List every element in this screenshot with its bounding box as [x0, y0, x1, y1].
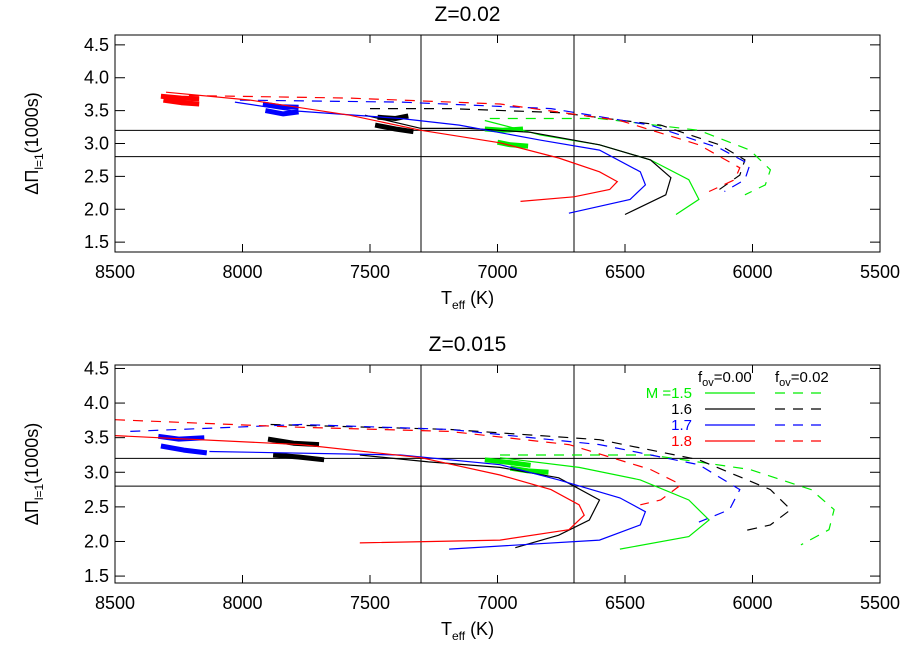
x-tick-label: 7000	[477, 262, 517, 282]
x-tick-label: 8500	[95, 593, 135, 613]
plot-frame	[114, 364, 881, 584]
x-label-main: T	[441, 288, 452, 308]
plot-frame	[114, 34, 881, 253]
legend-header-sub: ov	[702, 377, 714, 389]
y-tick-label: 2.0	[84, 531, 109, 551]
y-tick-label: 3.0	[84, 462, 109, 482]
chart-title: Z=0.02	[435, 3, 501, 26]
x-label-unit: (K)	[465, 288, 494, 308]
y-tick-label: 2.0	[84, 199, 109, 219]
legend-header-f: f	[775, 369, 780, 386]
legend-label: 1.8	[671, 433, 692, 450]
x-tick-label: 7500	[350, 262, 390, 282]
y-tick-label: 4.5	[84, 358, 109, 378]
thick-segment	[160, 93, 200, 102]
thick-segment	[374, 122, 414, 135]
y-tick-label: 4.5	[84, 35, 109, 55]
legend-label: M =1.5	[646, 385, 692, 402]
track-dashed	[500, 454, 835, 546]
legend-header: fov=0.02	[775, 369, 829, 389]
thick-segment	[272, 452, 325, 463]
y-tick-label: 3.0	[84, 134, 109, 154]
track-dashed	[115, 419, 683, 506]
y-axis-label: ΔΠl=1(1000s)	[22, 423, 46, 525]
x-tick-label: 8000	[222, 262, 262, 282]
y-label-sub: l=1	[32, 484, 46, 501]
x-tick-label: 6000	[732, 593, 772, 613]
thick-segment	[160, 443, 208, 456]
x-axis-label: Teff (K)	[441, 619, 494, 643]
y-tick-label: 4.0	[84, 68, 109, 88]
y-label-unit: (1000s)	[22, 423, 42, 484]
thick-segment	[264, 108, 299, 117]
x-label-sub: eff	[452, 629, 466, 643]
y-tick-label: 2.5	[84, 497, 109, 517]
track-dashed	[270, 423, 792, 533]
x-tick-label: 8500	[95, 262, 135, 282]
x-tick-label: 6500	[605, 262, 645, 282]
track-solid	[484, 119, 700, 216]
x-label-sub: eff	[452, 298, 466, 312]
y-label-main: ΔΠ	[22, 170, 42, 195]
y-label-main: ΔΠ	[22, 500, 42, 525]
x-axis-label: Teff (K)	[441, 288, 494, 312]
legend-header-f: f	[698, 369, 703, 386]
legend-header-sub: ov	[779, 377, 791, 389]
x-tick-label: 5500	[860, 262, 900, 282]
legend-header-rest: =0.02	[791, 369, 829, 386]
y-tick-label: 1.5	[84, 566, 109, 586]
y-tick-label: 3.5	[84, 101, 109, 121]
y-axis-label: ΔΠl=1(1000s)	[22, 92, 46, 194]
x-tick-label: 7500	[350, 593, 390, 613]
plot-area	[115, 419, 835, 550]
track-solid	[115, 435, 585, 544]
x-tick-label: 8000	[222, 593, 262, 613]
track-solid	[209, 450, 647, 550]
track-solid	[165, 91, 619, 202]
legend-header: fov=0.00	[698, 369, 752, 389]
track-dashed	[489, 117, 772, 196]
track-dashed	[188, 94, 741, 193]
plot-area	[160, 91, 772, 216]
y-tick-label: 4.0	[84, 393, 109, 413]
y-label-unit: (1000s)	[22, 92, 42, 153]
x-tick-label: 7000	[477, 593, 517, 613]
x-tick-label: 6500	[605, 593, 645, 613]
thick-segment	[484, 457, 531, 468]
thick-segment	[163, 97, 200, 107]
track-solid	[364, 114, 672, 216]
chart-title: Z=0.015	[429, 333, 507, 356]
x-label-main: T	[441, 619, 452, 639]
y-tick-label: 3.5	[84, 428, 109, 448]
track-dashed	[370, 108, 746, 190]
track-dashed	[239, 99, 751, 193]
track-solid	[499, 457, 710, 550]
y-tick-label: 1.5	[84, 232, 109, 252]
legend-label: 1.7	[671, 417, 692, 434]
x-tick-label: 6000	[732, 262, 772, 282]
thick-segment	[267, 436, 320, 448]
y-tick-label: 2.5	[84, 166, 109, 186]
track-dashed	[130, 423, 741, 523]
legend-header-rest: =0.00	[714, 369, 752, 386]
x-tick-label: 5500	[860, 593, 900, 613]
track-solid	[359, 454, 601, 549]
x-label-unit: (K)	[465, 619, 494, 639]
legend-label: 1.6	[671, 401, 692, 418]
y-label-sub: l=1	[32, 153, 46, 170]
